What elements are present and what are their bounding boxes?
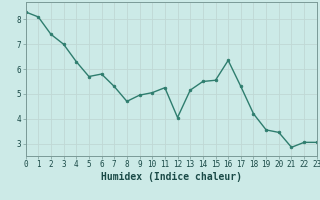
X-axis label: Humidex (Indice chaleur): Humidex (Indice chaleur) [101, 172, 242, 182]
